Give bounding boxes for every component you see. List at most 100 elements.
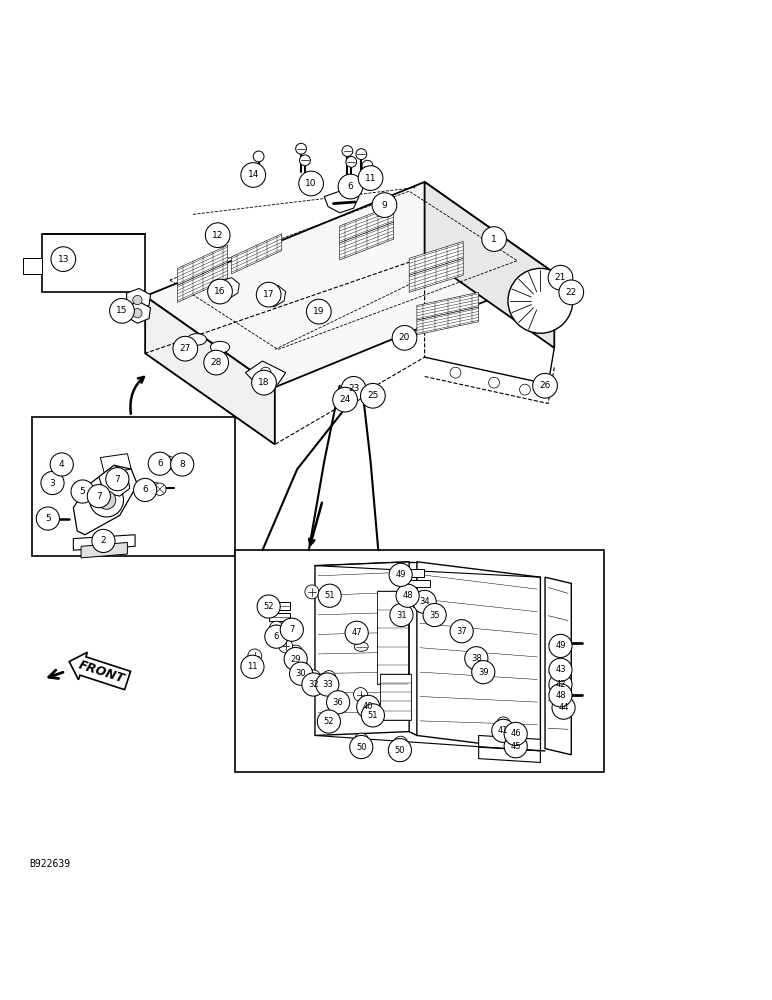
Circle shape [345, 621, 368, 644]
Polygon shape [232, 234, 282, 274]
Bar [32, 417, 235, 556]
Polygon shape [259, 285, 286, 307]
Polygon shape [417, 562, 540, 751]
Circle shape [171, 453, 194, 476]
Text: 43: 43 [555, 665, 566, 674]
Circle shape [316, 673, 339, 696]
Circle shape [289, 645, 303, 659]
Circle shape [317, 710, 340, 733]
Text: 44: 44 [558, 703, 569, 712]
Circle shape [269, 621, 283, 635]
Circle shape [306, 299, 331, 324]
Circle shape [361, 704, 384, 727]
Circle shape [265, 625, 288, 648]
Text: 36: 36 [333, 698, 344, 707]
Circle shape [294, 660, 308, 674]
Circle shape [182, 461, 188, 468]
Circle shape [148, 452, 171, 475]
Bar [269, 613, 290, 621]
Text: 19: 19 [313, 307, 324, 316]
Polygon shape [145, 182, 554, 387]
Circle shape [520, 384, 530, 395]
Circle shape [357, 695, 380, 718]
Circle shape [92, 529, 115, 552]
Circle shape [361, 383, 385, 408]
Circle shape [133, 295, 142, 305]
Circle shape [141, 483, 153, 495]
Text: 18: 18 [259, 378, 269, 387]
Circle shape [506, 726, 520, 740]
Circle shape [51, 247, 76, 271]
Circle shape [302, 673, 325, 696]
Text: 35: 35 [429, 611, 440, 620]
Polygon shape [340, 222, 394, 260]
Text: 47: 47 [351, 628, 362, 637]
Text: 46: 46 [510, 729, 521, 738]
Circle shape [284, 647, 307, 671]
Circle shape [354, 733, 368, 747]
Circle shape [388, 739, 411, 762]
Text: 7: 7 [114, 475, 120, 484]
Circle shape [178, 458, 192, 471]
Circle shape [204, 350, 229, 375]
Circle shape [171, 457, 185, 471]
Circle shape [161, 456, 175, 470]
Text: 10: 10 [306, 179, 317, 188]
Circle shape [327, 691, 350, 714]
Text: B922639: B922639 [29, 859, 70, 869]
Circle shape [290, 662, 313, 685]
Text: 1: 1 [491, 235, 497, 244]
Circle shape [173, 336, 198, 361]
Circle shape [275, 632, 289, 646]
Circle shape [208, 279, 232, 304]
Circle shape [40, 512, 52, 525]
Bar [269, 602, 290, 610]
Circle shape [50, 453, 73, 476]
Circle shape [549, 673, 572, 696]
Text: 48: 48 [402, 591, 413, 600]
Text: FRONT: FRONT [77, 659, 127, 686]
Circle shape [148, 482, 161, 495]
Circle shape [257, 595, 280, 618]
Text: 13: 13 [58, 255, 69, 264]
Text: 6: 6 [274, 632, 279, 641]
Circle shape [299, 171, 323, 196]
Text: 17: 17 [263, 290, 274, 299]
Circle shape [71, 480, 94, 503]
Text: 48: 48 [555, 691, 566, 700]
Text: 31: 31 [396, 611, 407, 620]
Polygon shape [409, 258, 463, 292]
Circle shape [389, 563, 412, 586]
Text: 6: 6 [142, 485, 148, 494]
Polygon shape [245, 361, 286, 384]
Circle shape [362, 160, 373, 171]
Circle shape [358, 166, 383, 190]
Text: 51: 51 [324, 591, 335, 600]
Circle shape [205, 223, 230, 248]
Text: 2: 2 [100, 536, 107, 545]
Polygon shape [340, 205, 394, 243]
Circle shape [253, 151, 264, 162]
Circle shape [423, 603, 446, 627]
Circle shape [300, 155, 310, 166]
Circle shape [372, 193, 397, 217]
Text: 33: 33 [322, 680, 333, 689]
Ellipse shape [350, 625, 364, 634]
Text: 34: 34 [419, 597, 430, 606]
Circle shape [341, 376, 366, 401]
Ellipse shape [187, 334, 207, 345]
Circle shape [252, 370, 276, 395]
Circle shape [296, 143, 306, 154]
Polygon shape [127, 302, 151, 323]
Text: 39: 39 [478, 668, 489, 677]
Circle shape [280, 618, 303, 641]
Ellipse shape [354, 642, 368, 651]
Text: 26: 26 [540, 381, 550, 390]
Text: 14: 14 [248, 170, 259, 179]
Bar [23, 258, 42, 274]
Polygon shape [145, 296, 275, 444]
Text: 6: 6 [347, 182, 354, 191]
Text: 29: 29 [290, 655, 301, 664]
Circle shape [174, 461, 181, 467]
Polygon shape [479, 735, 540, 762]
